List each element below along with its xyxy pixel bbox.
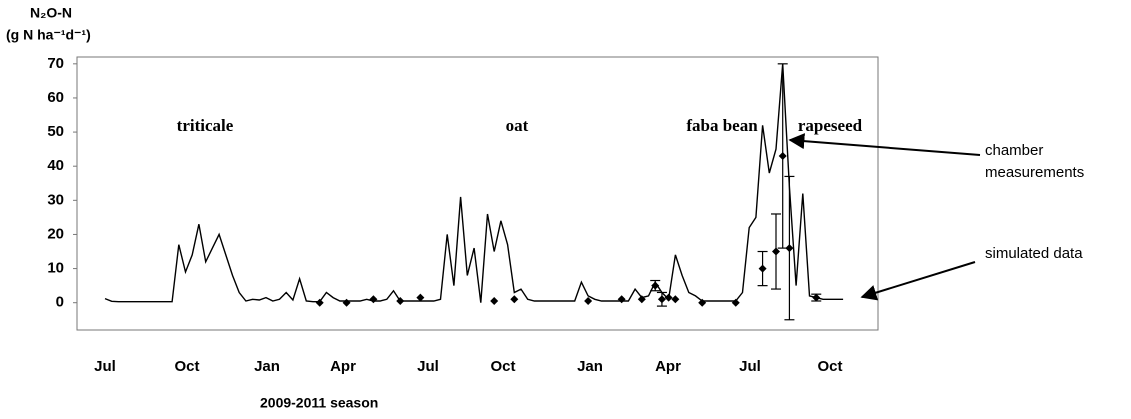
y-tick-label: 0: [56, 294, 64, 311]
measurement-marker: [510, 295, 519, 304]
measurement-marker: [664, 293, 673, 302]
y-tick-label: 40: [47, 157, 64, 174]
measurement-marker: [657, 295, 666, 304]
measurement-marker: [772, 247, 780, 256]
x-tick-label: Apr: [330, 358, 356, 375]
measurement-marker: [369, 295, 378, 304]
measurement-marker: [617, 295, 626, 304]
annotation-arrow: [860, 261, 976, 301]
x-tick-label: Oct: [817, 358, 842, 375]
measurement-marker: [490, 296, 499, 305]
measurement-marker: [651, 281, 660, 290]
measurement-marker: [785, 244, 794, 253]
annotation: simulated data: [985, 245, 1083, 262]
crop-label: faba bean: [686, 116, 758, 135]
plot-frame: [76, 56, 879, 331]
x-axis-title: 2009-2011 season: [260, 395, 378, 411]
measurement-marker: [584, 296, 593, 305]
y-axis-title: (g N ha⁻¹d⁻¹): [6, 27, 91, 43]
y-tick-label: 10: [47, 260, 64, 277]
x-tick-label: Jul: [739, 358, 761, 375]
measurement-marker: [812, 293, 821, 302]
crop-label: triticale: [177, 116, 234, 135]
y-tick-label: 20: [47, 225, 64, 242]
measurement-marker: [396, 296, 405, 305]
simulated-line: [104, 63, 844, 303]
y-tick-label: 70: [47, 55, 64, 72]
measurement-marker: [416, 293, 425, 302]
annotation-arrow: [788, 133, 981, 156]
y-axis-title: N₂O-N: [30, 5, 72, 21]
x-tick-label: Jul: [417, 358, 439, 375]
x-tick-label: Oct: [490, 358, 515, 375]
measurement-marker: [671, 295, 680, 304]
annotation: measurements: [985, 164, 1084, 181]
measurement-marker: [731, 298, 740, 307]
measurement-marker: [315, 298, 324, 307]
annotation: chamber: [985, 142, 1043, 159]
measurement-marker: [778, 151, 787, 160]
x-tick-label: Jan: [577, 358, 603, 375]
measurement-marker: [637, 295, 646, 304]
x-tick-label: Jul: [94, 358, 116, 375]
y-tick-label: 50: [47, 123, 64, 140]
x-tick-label: Apr: [655, 358, 681, 375]
x-tick-label: Jan: [254, 358, 280, 375]
measurement-marker: [342, 298, 351, 307]
measurement-marker: [698, 298, 707, 307]
crop-label: rapeseed: [798, 116, 863, 135]
y-tick-label: 30: [47, 191, 64, 208]
crop-label: oat: [506, 116, 529, 135]
x-tick-label: Oct: [174, 358, 199, 375]
measurement-marker: [758, 264, 767, 273]
y-tick-label: 60: [47, 89, 64, 106]
